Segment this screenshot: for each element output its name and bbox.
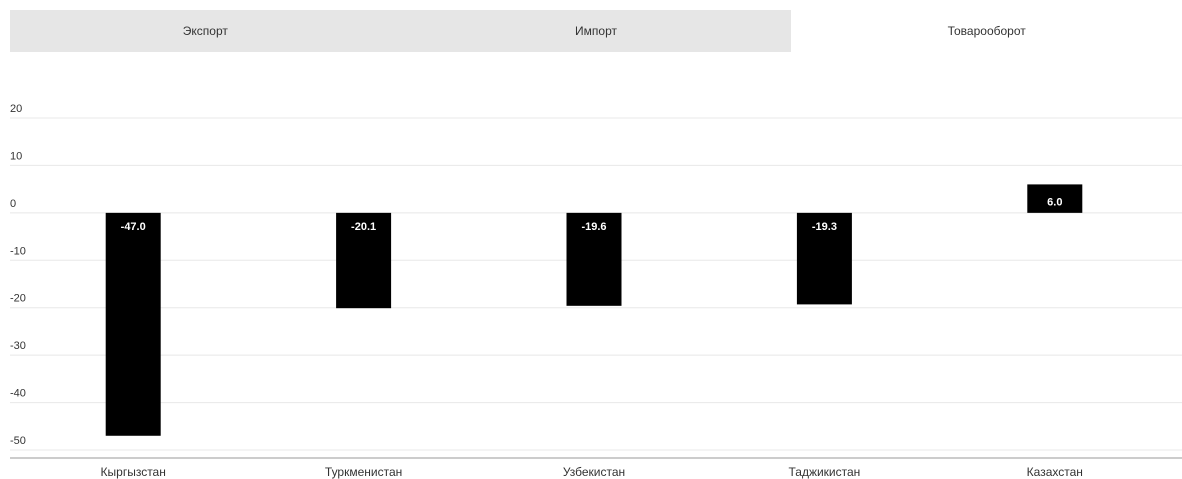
y-tick-label: -50 xyxy=(10,435,26,447)
x-category-label: Таджикистан xyxy=(788,465,860,479)
tab-import[interactable]: Импорт xyxy=(400,10,792,52)
tab-bar: Экспорт Импорт Товарооборот xyxy=(10,10,1182,52)
bar-data-label: -47.0 xyxy=(121,221,146,233)
y-tick-label: -40 xyxy=(10,388,26,400)
x-category-label: Кыргызстан xyxy=(101,465,166,479)
tab-export[interactable]: Экспорт xyxy=(10,10,401,52)
bar[interactable] xyxy=(336,212,392,309)
bar-data-label: 6.0 xyxy=(1047,196,1062,208)
bar[interactable] xyxy=(105,212,161,436)
bar-data-label: -19.6 xyxy=(581,221,606,233)
bar[interactable] xyxy=(566,212,622,306)
x-category-label: Казахстан xyxy=(1027,465,1083,479)
y-tick-label: -10 xyxy=(10,245,26,257)
y-tick-label: 10 xyxy=(10,150,22,162)
bar[interactable] xyxy=(796,212,852,305)
bar-data-label: -19.3 xyxy=(812,221,837,233)
y-tick-label: -30 xyxy=(10,340,26,352)
x-category-label: Узбекистан xyxy=(563,465,625,479)
y-tick-label: -20 xyxy=(10,293,26,305)
bar[interactable] xyxy=(1027,184,1083,213)
tab-trade-turnover[interactable]: Товарооборот xyxy=(791,10,1182,52)
bar-data-label: -20.1 xyxy=(351,221,376,233)
y-tick-label: 0 xyxy=(10,198,16,210)
x-category-label: Туркменистан xyxy=(325,465,402,479)
y-tick-label: 20 xyxy=(10,103,22,115)
